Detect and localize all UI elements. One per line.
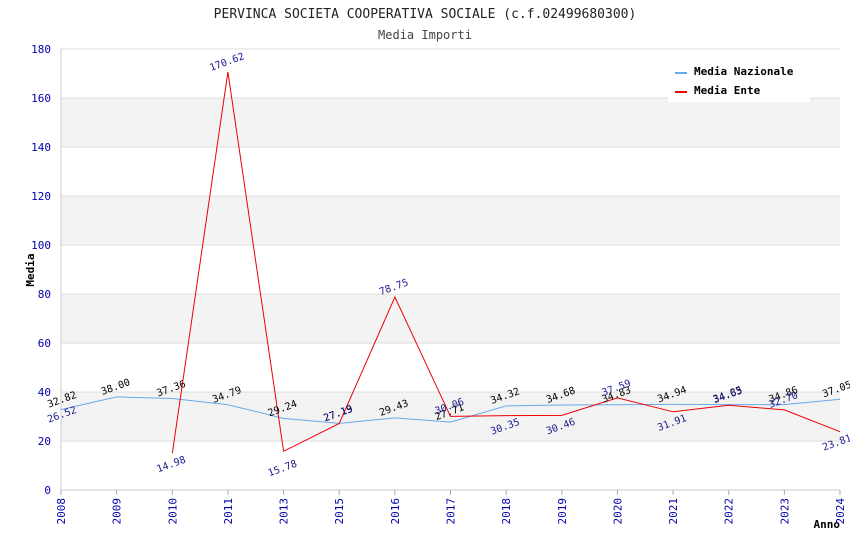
y-axis-label: Media	[24, 253, 37, 286]
y-tick-label: 100	[31, 239, 51, 252]
data-label-media-ente: 15.78	[267, 459, 299, 480]
series-line-media-nazionale	[60, 396, 841, 424]
plot-area: 0 20 40 60 80 100 120 140 160 180 2008 2009 2010 2011…	[31, 43, 850, 525]
y-tick-label: 140	[31, 141, 51, 154]
legend-box	[668, 60, 810, 102]
x-tick-label: 2015	[333, 498, 346, 525]
x-tick-label: 2008	[55, 498, 68, 525]
x-tick-label: 2010	[166, 498, 179, 525]
y-tick-label: 0	[44, 484, 51, 497]
x-tick-label: 2009	[111, 498, 124, 525]
x-tick-label: 2020	[611, 498, 624, 525]
x-tick-label: 2013	[278, 498, 291, 525]
x-tick-label: 2024	[834, 498, 847, 525]
y-tick-label: 20	[38, 435, 51, 448]
y-tick-label: 40	[38, 386, 51, 399]
x-tick-label: 2022	[723, 498, 736, 525]
grid-band	[61, 294, 840, 343]
series-line-media-ente	[171, 71, 841, 454]
data-label-media-ente: 170.62	[208, 51, 246, 74]
y-tick-label: 180	[31, 43, 51, 56]
legend-label-ente: Media Ente	[694, 84, 761, 97]
legend-label-nazionale: Media Nazionale	[694, 65, 794, 78]
x-tick-label: 2023	[778, 498, 791, 525]
x-tick-label: 2016	[389, 498, 402, 525]
y-tick-label: 160	[31, 92, 51, 105]
x-tick-label: 2017	[445, 498, 458, 525]
y-tick-label: 120	[31, 190, 51, 203]
x-tick-label: 2011	[222, 498, 235, 525]
data-label-media-ente: 14.98	[155, 455, 187, 476]
x-tick-label: 2018	[500, 498, 513, 525]
chart-subtitle: Media Importi	[378, 28, 472, 42]
grid-band	[61, 196, 840, 245]
grid-band	[61, 98, 840, 147]
y-tick-label: 60	[38, 337, 51, 350]
x-tick-label: 2019	[556, 498, 569, 525]
x-axis-label: Anno	[814, 518, 841, 531]
chart-title: PERVINCA SOCIETA COOPERATIVA SOCIALE (c.…	[214, 7, 637, 22]
y-tick-label: 80	[38, 288, 51, 301]
x-tick-label: 2021	[667, 498, 680, 525]
legend: Media Nazionale Media Ente	[668, 60, 810, 102]
